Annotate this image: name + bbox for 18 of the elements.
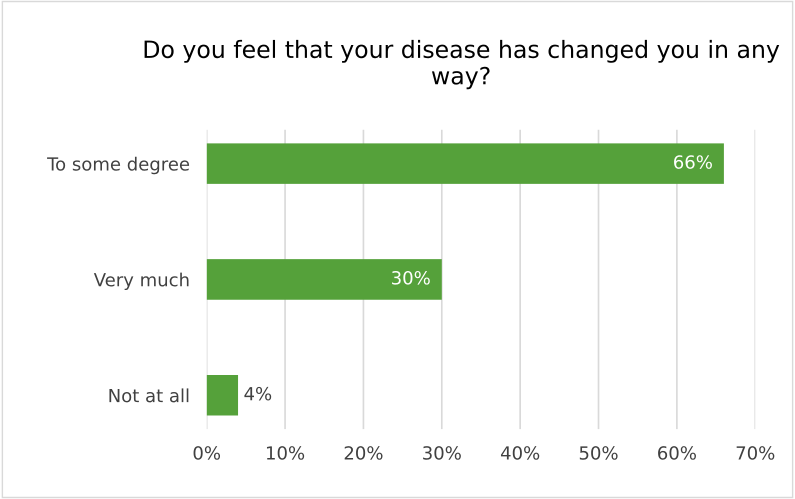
bar [206, 259, 442, 300]
x-tick-label: 10% [266, 446, 304, 460]
x-tick-label: 40% [500, 446, 540, 460]
data-label: 66% [674, 155, 712, 169]
x-tick-label: 30% [423, 446, 461, 460]
x-tick-label: 50% [580, 446, 618, 460]
x-tick-label: 70% [736, 446, 774, 460]
x-tick-label: 20% [344, 446, 382, 460]
x-tick-label: 0% [194, 446, 220, 460]
y-tick-label: To some degree [47, 156, 190, 174]
chart-title: Do you feel that your disease has changed you in any way? [144, 40, 780, 90]
data-label: 4% [244, 386, 272, 400]
bar [206, 143, 724, 184]
data-label: 30% [392, 271, 430, 285]
x-tick-label: 60% [658, 446, 696, 460]
y-tick-label: Not at all [109, 388, 188, 402]
bar [206, 374, 238, 416]
y-tick-label: Very much [94, 272, 188, 290]
